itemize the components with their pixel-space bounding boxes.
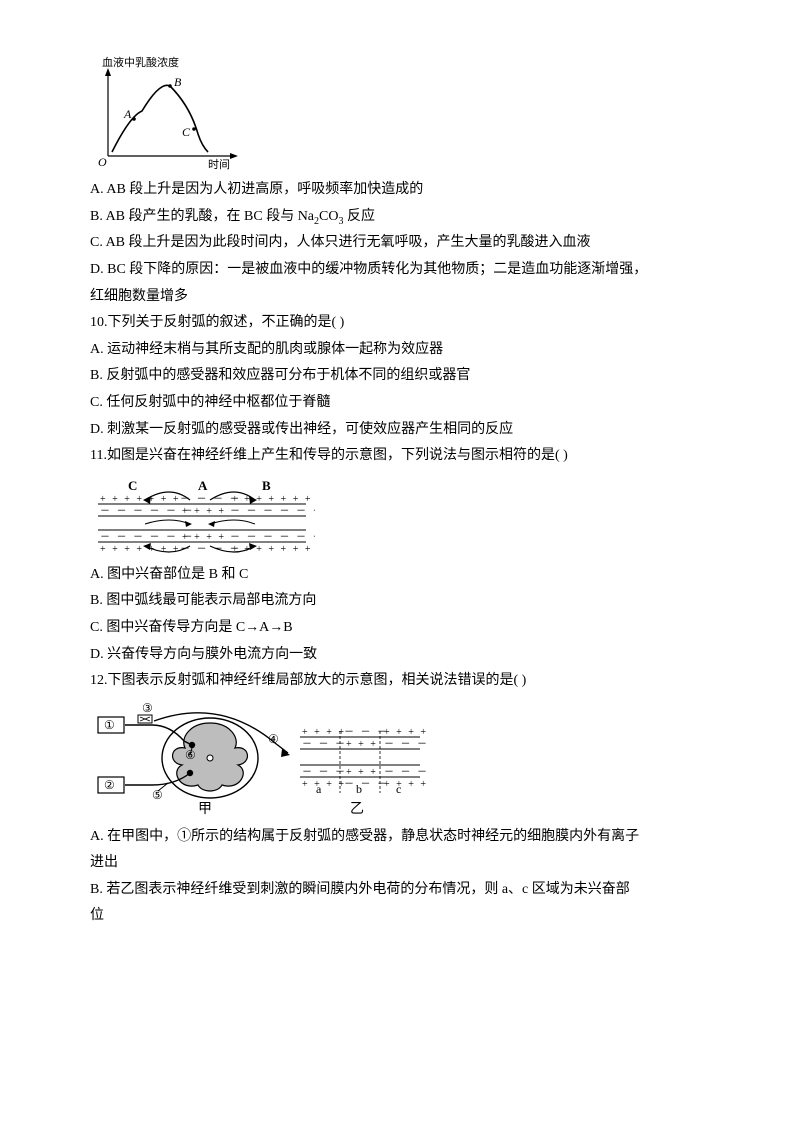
svg-text:A: A	[198, 478, 208, 493]
svg-text:c: c	[396, 782, 401, 796]
svg-text:⑤: ⑤	[152, 788, 163, 802]
svg-text:C: C	[182, 125, 191, 139]
q11-optA: A. 图中兴奋部位是 B 和 C	[90, 562, 710, 589]
svg-text:O: O	[98, 155, 107, 169]
svg-text:+ + +: + + +	[346, 767, 378, 778]
q9-optD-1: D. BC 段下降的原因：一是被血液中的缓冲物质转化为其他物质；二是造血功能逐渐…	[90, 257, 710, 284]
svg-text:－ － － － － －: － － － － － －	[230, 506, 315, 517]
q10-optD: D. 刺激某一反射弧的感受器或传出神经，可使效应器产生相同的反应	[90, 417, 710, 444]
svg-text:A: A	[123, 107, 132, 121]
svg-text:－ － － － － －: － － － － － －	[230, 532, 315, 543]
svg-text:+ + + + + + +: + + + + + + +	[100, 544, 180, 555]
svg-text:+ + + +: + + + +	[182, 506, 226, 517]
svg-text:B: B	[174, 75, 182, 89]
q9-chart: 血液中乳酸浓度 A B C O 时间	[90, 56, 710, 171]
svg-text:+ + + +: + + + +	[302, 779, 346, 790]
chart-xlabel: 时间	[208, 158, 230, 171]
svg-text:a: a	[316, 782, 322, 796]
caption-right: 乙	[350, 801, 364, 817]
q10-optA: A. 运动神经末梢与其所支配的肌肉或腺体一起称为效应器	[90, 337, 710, 364]
q12-stem: 12.下图表示反射弧和神经纤维局部放大的示意图，相关说法错误的是( )	[90, 668, 710, 695]
svg-text:－ － －: － － －	[384, 767, 429, 778]
q10-stem: 10.下列关于反射弧的叙述，不正确的是( )	[90, 310, 710, 337]
q9-optD-2: 红细胞数量增多	[90, 284, 710, 311]
q10-optC: C. 任何反射弧中的神经中枢都位于脊髓	[90, 390, 710, 417]
q12-optA-2: 进出	[90, 850, 710, 877]
svg-text:+ + + + + + +: + + + + + + +	[232, 494, 312, 505]
svg-text:③: ③	[142, 703, 153, 715]
svg-text:－ － －: － － －	[344, 779, 389, 790]
svg-text:+ + + +: + + + +	[182, 532, 226, 543]
svg-text:+ + + +: + + + +	[384, 727, 428, 738]
q9-optC: C. AB 段上升是因为此段时间内，人体只进行无氧呼吸，产生大量的乳酸进入血液	[90, 230, 710, 257]
svg-text:①: ①	[104, 718, 115, 732]
q11-stem: 11.如图是兴奋在神经纤维上产生和传导的示意图，下列说法与图示相符的是( )	[90, 443, 710, 470]
q11-optD: D. 兴奋传导方向与膜外电流方向一致	[90, 642, 710, 669]
q9-optA: A. AB 段上升是因为人初进高原，呼吸频率加快造成的	[90, 177, 710, 204]
svg-text:④: ④	[268, 732, 279, 746]
q11-optB: B. 图中弧线最可能表示局部电流方向	[90, 588, 710, 615]
svg-text:－ － －: － － －	[384, 739, 429, 750]
caption-left: 甲	[198, 802, 212, 817]
svg-text:－ － － － － －: － － － － － －	[100, 532, 195, 543]
q9-optB: B. AB 段产生的乳酸，在 BC 段与 Na2CO3 反应	[90, 204, 710, 231]
svg-text:+ + + + + + +: + + + + + + +	[100, 494, 180, 505]
svg-text:－ － － － － －: － － － － － －	[100, 506, 195, 517]
chart-ylabel: 血液中乳酸浓度	[102, 56, 179, 69]
svg-text:－ － －: － － －	[302, 739, 347, 750]
svg-text:C: C	[128, 478, 137, 493]
svg-text:+ + + +: + + + +	[302, 727, 346, 738]
q12-optB-1: B. 若乙图表示神经纤维受到刺激的瞬间膜内外电荷的分布情况，则 a、c 区域为未…	[90, 877, 710, 904]
q12-diagram: ① ② ③ ④ ⑤ ⑥ 甲 + + + + － － － + + + +	[90, 703, 710, 818]
svg-text:②: ②	[104, 778, 115, 792]
svg-text:+ + + + + + +: + + + + + + +	[232, 544, 312, 555]
svg-text:+ + + +: + + + +	[384, 779, 428, 790]
svg-text:－ － －: － － －	[302, 767, 347, 778]
q10-optB: B. 反射弧中的感受器和效应器可分布于机体不同的组织或器官	[90, 363, 710, 390]
svg-text:－ － －: － － －	[344, 727, 389, 738]
svg-text:B: B	[262, 478, 271, 493]
q11-optC: C. 图中兴奋传导方向是 C→A→B	[90, 615, 710, 642]
q12-optB-2: 位	[90, 903, 710, 930]
svg-text:b: b	[356, 782, 362, 796]
q11-diagram: C A B + + + + + + + － － － － + + + + + + …	[90, 478, 710, 556]
q12-optA-1: A. 在甲图中，①所示的结构属于反射弧的感受器，静息状态时神经元的细胞膜内外有离…	[90, 824, 710, 851]
svg-text:+ + +: + + +	[346, 739, 378, 750]
